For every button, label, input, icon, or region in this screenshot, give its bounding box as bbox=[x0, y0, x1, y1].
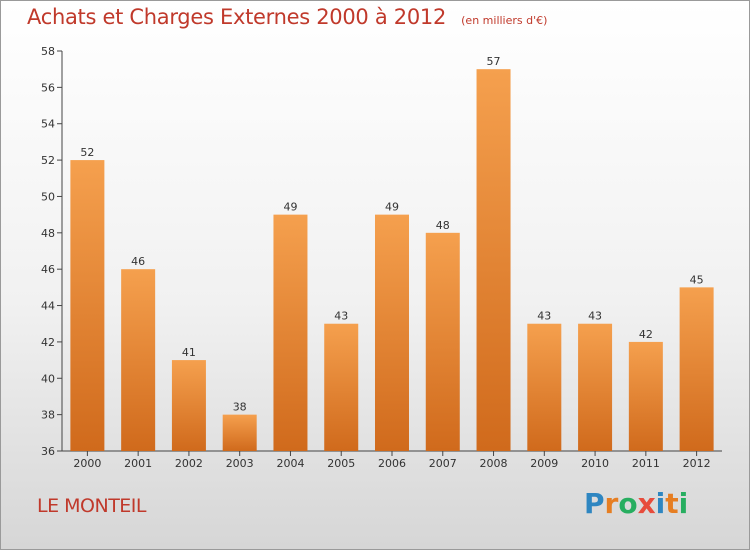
x-tick-label: 2011 bbox=[632, 457, 660, 470]
bar-value-label: 38 bbox=[233, 401, 247, 414]
x-tick-label: 2007 bbox=[429, 457, 457, 470]
bar-value-label: 42 bbox=[639, 328, 653, 341]
bar-value-label: 41 bbox=[182, 346, 196, 359]
x-tick-label: 2004 bbox=[276, 457, 304, 470]
bar bbox=[527, 323, 562, 451]
bar bbox=[324, 323, 359, 451]
x-tick-label: 2000 bbox=[73, 457, 101, 470]
bar bbox=[171, 360, 206, 451]
bar bbox=[628, 341, 663, 451]
title-row: Achats et Charges Externes 2000 à 2012 (… bbox=[27, 5, 547, 29]
bar-value-label: 49 bbox=[283, 201, 297, 214]
bar bbox=[425, 232, 460, 451]
bar-value-label: 46 bbox=[131, 255, 145, 268]
bar-value-label: 43 bbox=[537, 310, 551, 323]
x-tick-label: 2006 bbox=[378, 457, 406, 470]
bar-value-label: 48 bbox=[436, 219, 450, 232]
bar bbox=[273, 214, 308, 451]
y-tick-label: 58 bbox=[41, 45, 55, 58]
bar-value-label: 43 bbox=[334, 310, 348, 323]
bar bbox=[121, 269, 156, 451]
y-tick-label: 42 bbox=[41, 336, 55, 349]
logo-letter: o bbox=[618, 487, 638, 520]
y-tick-label: 54 bbox=[41, 118, 55, 131]
chart-subtitle: (en milliers d'€) bbox=[461, 14, 548, 27]
bar-value-label: 49 bbox=[385, 201, 399, 214]
y-tick-label: 48 bbox=[41, 227, 55, 240]
x-tick-label: 2009 bbox=[530, 457, 558, 470]
bar-value-label: 52 bbox=[80, 146, 94, 159]
proxiti-logo: Proxiti bbox=[584, 487, 688, 520]
bar bbox=[70, 160, 105, 451]
logo-letter: r bbox=[604, 487, 619, 520]
y-tick-label: 52 bbox=[41, 154, 55, 167]
logo-letter: i bbox=[678, 487, 689, 520]
bar bbox=[375, 214, 409, 451]
y-tick-label: 38 bbox=[41, 409, 55, 422]
logo-letter: t bbox=[665, 487, 679, 520]
x-tick-label: 2012 bbox=[683, 457, 711, 470]
bar-value-label: 43 bbox=[588, 310, 602, 323]
y-tick-label: 40 bbox=[41, 372, 55, 385]
y-tick-label: 36 bbox=[41, 445, 55, 458]
x-tick-label: 2005 bbox=[327, 457, 355, 470]
logo-letter: i bbox=[655, 487, 666, 520]
bar bbox=[578, 323, 613, 451]
x-tick-label: 2002 bbox=[175, 457, 203, 470]
x-tick-label: 2010 bbox=[581, 457, 609, 470]
bar-value-label: 45 bbox=[690, 273, 704, 286]
chart-title: Achats et Charges Externes 2000 à 2012 bbox=[27, 5, 447, 29]
bar-value-label: 57 bbox=[487, 55, 501, 68]
y-tick-label: 46 bbox=[41, 263, 55, 276]
x-tick-label: 2003 bbox=[226, 457, 254, 470]
x-tick-label: 2001 bbox=[124, 457, 152, 470]
logo-letter: P bbox=[584, 487, 605, 520]
commune-name: LE MONTEIL bbox=[37, 495, 147, 517]
x-tick-label: 2008 bbox=[480, 457, 508, 470]
y-tick-label: 56 bbox=[41, 81, 55, 94]
bar bbox=[222, 414, 257, 451]
bar bbox=[679, 287, 714, 451]
bar bbox=[476, 69, 511, 451]
y-tick-label: 44 bbox=[41, 300, 55, 313]
y-tick-label: 50 bbox=[41, 190, 55, 203]
logo-letter: x bbox=[637, 487, 656, 520]
